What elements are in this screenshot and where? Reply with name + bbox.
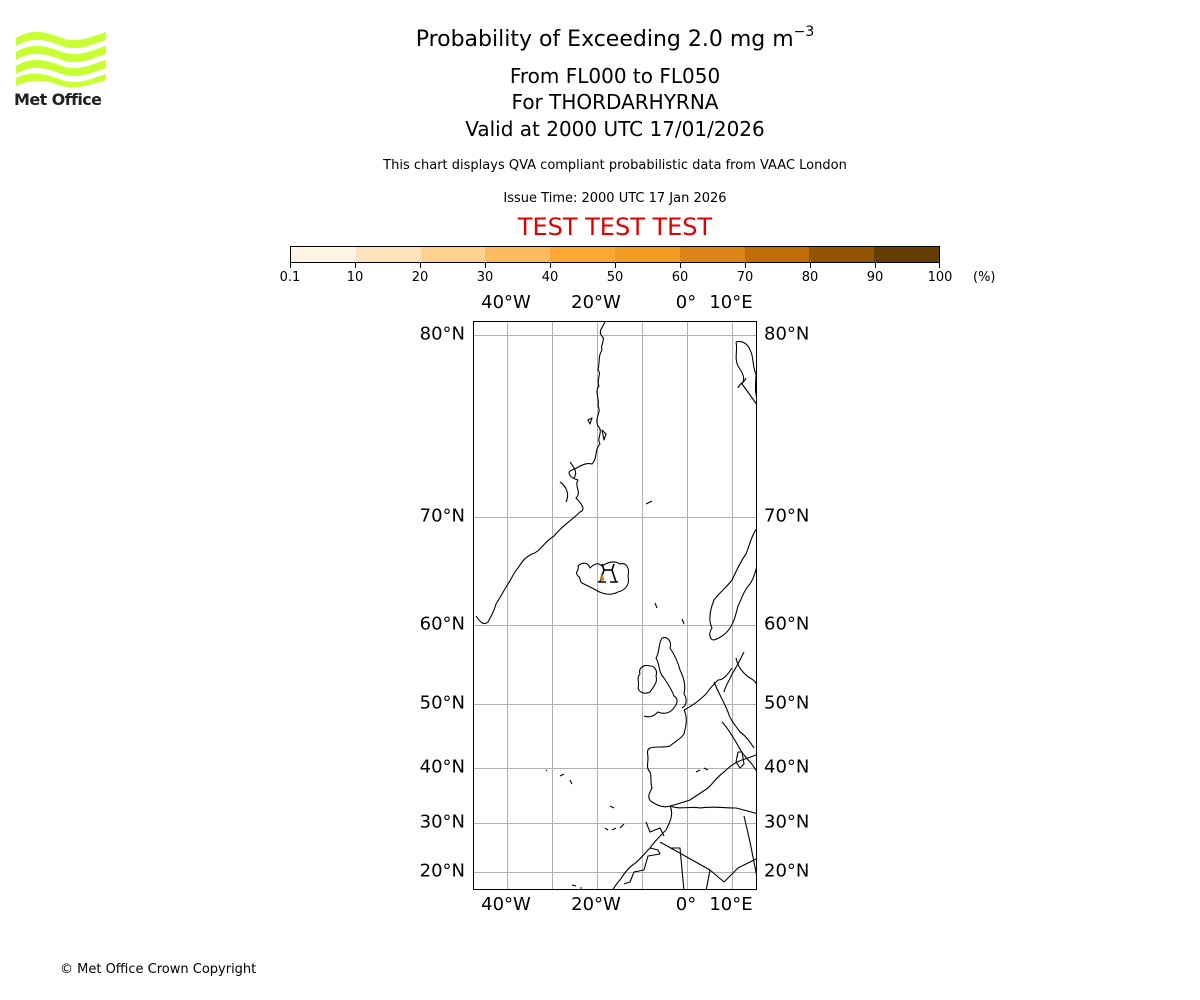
met-office-logo: Met Office xyxy=(14,30,108,112)
colorbar-tick-label: 80 xyxy=(801,270,819,285)
chart-title-superscript: −3 xyxy=(793,24,815,40)
colorbar-bin-40-50 xyxy=(550,247,615,262)
lat-label-right: 70°N xyxy=(764,505,810,527)
colorbar-bin-90-100 xyxy=(874,247,939,262)
colorbar-tick xyxy=(615,263,616,268)
gridline-lat xyxy=(474,335,756,336)
colorbar-tick-label: 20 xyxy=(411,270,429,285)
lon-label-bottom: 40°W xyxy=(481,894,531,915)
lat-label-right: 30°N xyxy=(764,811,810,833)
chart-title: Probability of Exceeding 2.0 mg m−3 xyxy=(0,24,1200,52)
coastlines xyxy=(475,322,756,889)
gridline-lat xyxy=(474,823,756,824)
colorbar-bin-30-40 xyxy=(485,247,551,262)
lat-label-right: 50°N xyxy=(764,692,810,714)
colorbar-tick-label: 60 xyxy=(671,270,689,285)
met-office-wave-logo-icon xyxy=(16,31,106,88)
colorbar-bin-80-90 xyxy=(809,247,875,262)
colorbar-tick-label: 90 xyxy=(866,270,884,285)
lon-label-top: 20°W xyxy=(571,292,621,313)
gridline-lon xyxy=(732,322,733,889)
colorbar-tick xyxy=(875,263,876,268)
colorbar-tick-label: 0.1 xyxy=(279,270,301,285)
lat-label-right: 40°N xyxy=(764,756,810,778)
lat-label-right: 60°N xyxy=(764,613,810,635)
lon-label-top: 10°E xyxy=(709,292,753,313)
britain-coast xyxy=(643,637,687,718)
gridline-lon xyxy=(552,322,553,889)
probability-colorbar xyxy=(290,246,940,263)
gridline-lon xyxy=(687,322,688,889)
colorbar-unit: (%) xyxy=(973,270,996,285)
colorbar-tick xyxy=(420,263,421,268)
colorbar-tick xyxy=(745,263,746,268)
colorbar-bin-50-60 xyxy=(614,247,680,262)
lat-label-left: 30°N xyxy=(419,811,465,833)
colorbar-tick xyxy=(680,263,681,268)
north-africa-coast xyxy=(612,805,673,889)
colorbar-tick-label: 40 xyxy=(541,270,559,285)
volcano-icon xyxy=(598,563,618,583)
gridline-lat xyxy=(474,517,756,518)
lon-label-bottom: 20°W xyxy=(571,894,621,915)
colorbar-tick xyxy=(485,263,486,268)
scandinavia-coast xyxy=(709,528,756,641)
colorbar-bin-10-20 xyxy=(355,247,421,262)
colorbar-tick-label: 10 xyxy=(346,270,364,285)
iceland-coast xyxy=(576,561,630,595)
colorbar-bin-60-70 xyxy=(679,247,745,262)
flight-level-range: From FL000 to FL050 xyxy=(509,64,721,88)
lat-label-left: 80°N xyxy=(419,323,465,345)
lat-label-left: 20°N xyxy=(419,860,465,882)
colorbar-tick xyxy=(939,263,940,268)
gridline-lon xyxy=(642,322,643,889)
svalbard-coast xyxy=(735,340,756,405)
gridline-lat xyxy=(474,704,756,705)
colorbar-tick-label: 100 xyxy=(927,270,953,285)
map-panel[interactable] xyxy=(473,321,757,890)
europe-coast xyxy=(646,667,733,808)
lat-label-right: 80°N xyxy=(764,323,810,345)
valid-time: Valid at 2000 UTC 17/01/2026 xyxy=(465,117,765,141)
gridline-lon xyxy=(597,322,598,889)
colorbar-tick xyxy=(550,263,551,268)
colorbar-tick xyxy=(810,263,811,268)
gridline-lat xyxy=(474,625,756,626)
lon-label-bottom: 0° xyxy=(675,894,697,915)
colorbar-tick xyxy=(290,263,291,268)
gridline-lat xyxy=(474,872,756,873)
copyright-footer: © Met Office Crown Copyright xyxy=(60,962,257,977)
lat-label-right: 20°N xyxy=(764,860,810,882)
met-office-logo-text: Met Office xyxy=(14,90,102,109)
colorbar-bin-0-10 xyxy=(291,247,356,262)
lon-label-bottom: 10°E xyxy=(709,894,753,915)
volcano-name: For THORDARHYRNA xyxy=(511,90,719,114)
lat-label-left: 40°N xyxy=(419,756,465,778)
lat-label-left: 60°N xyxy=(419,613,465,635)
greenland-coast xyxy=(475,322,606,625)
lat-label-left: 50°N xyxy=(419,692,465,714)
colorbar-bin-20-30 xyxy=(420,247,486,262)
gridline-lon xyxy=(507,322,508,889)
colorbar-tick-label: 50 xyxy=(606,270,624,285)
colorbar-tick-label: 30 xyxy=(476,270,494,285)
chart-title-main: Probability of Exceeding 2.0 mg m xyxy=(415,27,794,52)
ireland-coast xyxy=(637,664,658,694)
lon-label-top: 0° xyxy=(675,292,697,313)
colorbar-tick xyxy=(355,263,356,268)
data-source-note: This chart displays QVA compliant probab… xyxy=(383,158,847,173)
lat-label-left: 70°N xyxy=(419,505,465,527)
issue-time: Issue Time: 2000 UTC 17 Jan 2026 xyxy=(503,191,727,206)
test-banner: TEST TEST TEST xyxy=(517,213,713,241)
lon-label-top: 40°W xyxy=(481,292,531,313)
colorbar-tick-label: 70 xyxy=(736,270,754,285)
colorbar-bin-70-80 xyxy=(744,247,810,262)
gridline-lat xyxy=(474,768,756,769)
